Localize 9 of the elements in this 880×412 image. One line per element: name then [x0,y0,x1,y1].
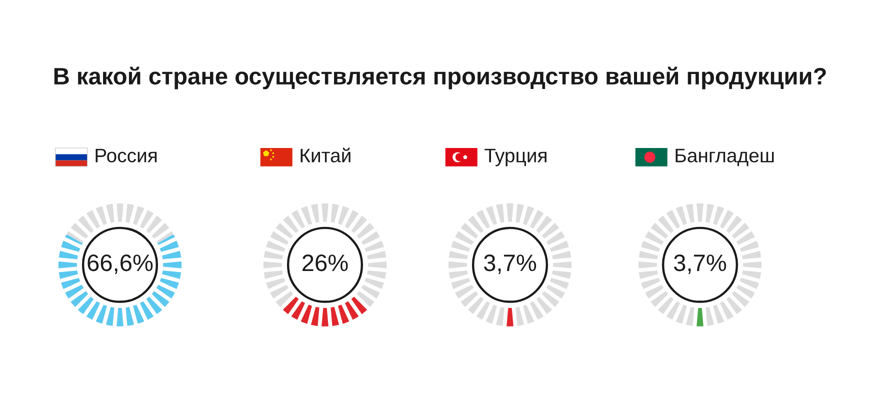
chart-title: Турция [484,148,546,166]
chart-title: Китай [300,148,350,162]
text: 26% [302,254,348,272]
chart-title: Россия [96,148,157,162]
text: В какой стране осуществляется производство вашей продукции? [54,66,826,90]
text: 3,7% [484,254,536,274]
text: 3,7% [674,254,726,274]
text: 66,6% [88,254,153,274]
chart-title: Бангладеш [676,148,774,166]
